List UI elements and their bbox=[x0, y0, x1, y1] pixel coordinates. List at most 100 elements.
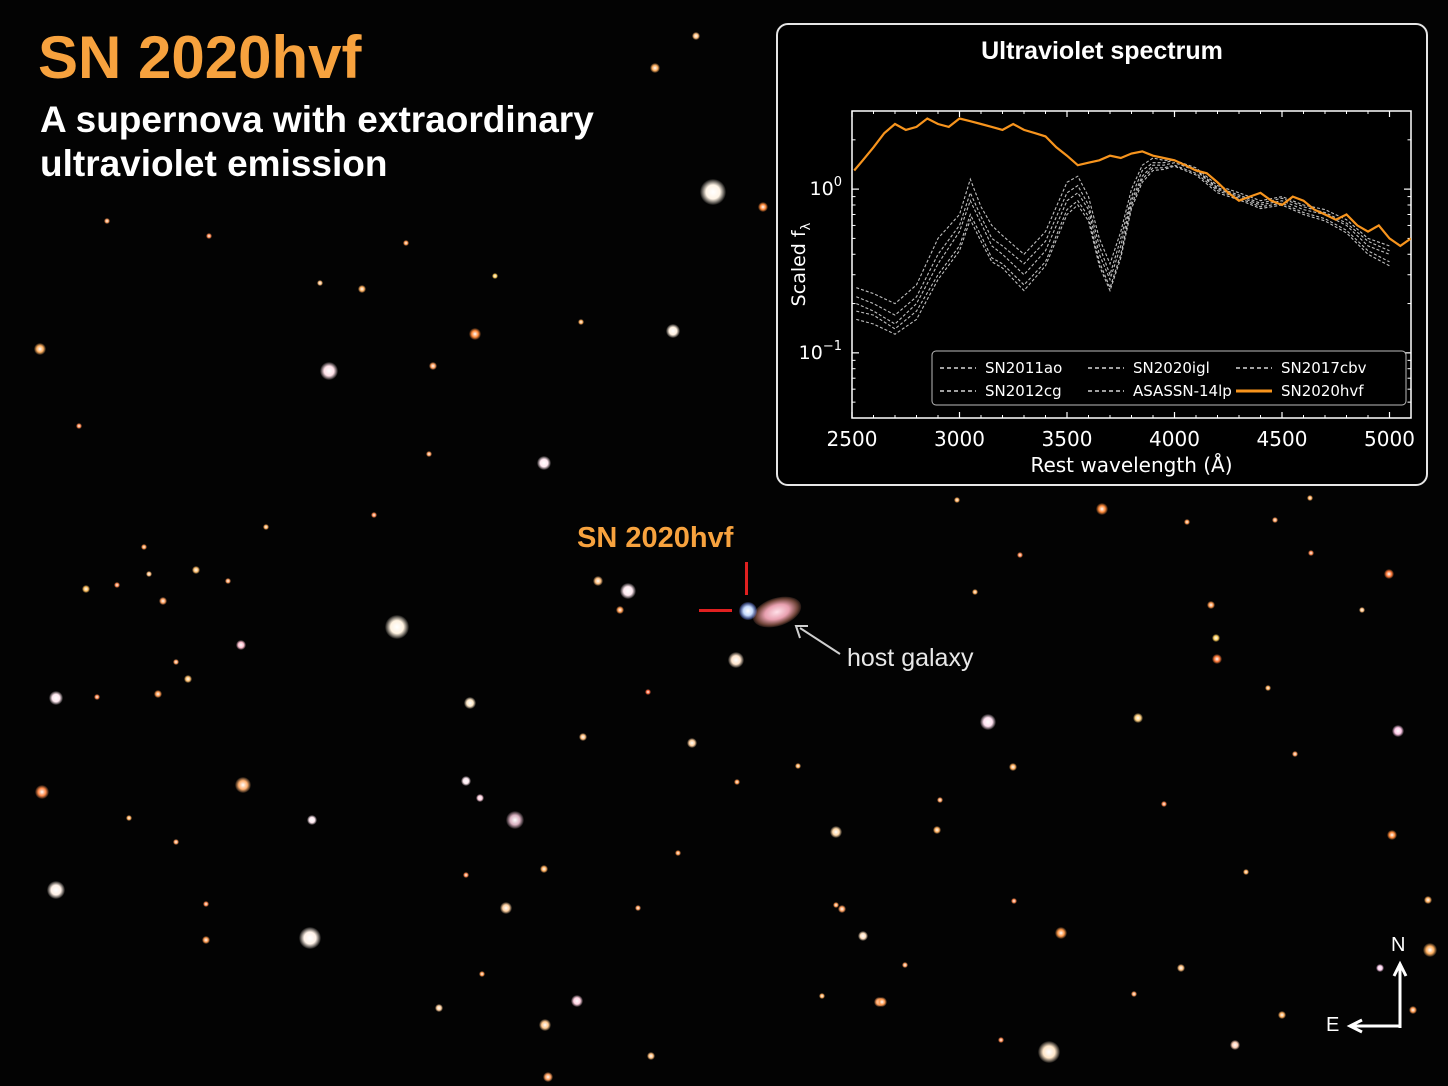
page-subtitle: A supernova with extraordinary ultraviol… bbox=[40, 99, 594, 184]
star bbox=[1265, 685, 1271, 691]
legend-box bbox=[931, 350, 1407, 406]
star bbox=[76, 423, 82, 429]
star bbox=[571, 995, 583, 1007]
star bbox=[579, 733, 587, 741]
star bbox=[539, 1019, 551, 1031]
star bbox=[141, 544, 147, 550]
star bbox=[236, 640, 246, 650]
supernova-marker-horizontal bbox=[699, 609, 732, 612]
x-axis-label: Rest wavelength (Å) bbox=[1030, 453, 1232, 477]
star bbox=[1308, 550, 1314, 556]
star bbox=[320, 362, 338, 380]
star bbox=[687, 738, 697, 748]
star bbox=[426, 451, 432, 457]
series-line-sn2017cbv bbox=[856, 165, 1390, 335]
star bbox=[972, 589, 978, 595]
legend-label: ASASSN-14lp bbox=[1133, 382, 1232, 400]
star bbox=[1392, 725, 1404, 737]
legend-label: SN2020hvf bbox=[1281, 382, 1364, 400]
star bbox=[206, 233, 212, 239]
legend-label: SN2011ao bbox=[985, 359, 1062, 377]
star bbox=[1184, 519, 1190, 525]
star bbox=[758, 202, 768, 212]
star bbox=[1423, 943, 1437, 957]
star bbox=[461, 776, 471, 786]
y-tick-label: 10−1 bbox=[799, 339, 842, 364]
star bbox=[34, 343, 46, 355]
star bbox=[1387, 830, 1397, 840]
star bbox=[666, 324, 680, 338]
x-tick-label: 3000 bbox=[934, 427, 985, 451]
star bbox=[1243, 869, 1249, 875]
star bbox=[1096, 503, 1108, 515]
star bbox=[1230, 1040, 1240, 1050]
star bbox=[692, 32, 700, 40]
star bbox=[492, 273, 498, 279]
star bbox=[1161, 801, 1167, 807]
star bbox=[1384, 569, 1394, 579]
star bbox=[902, 962, 908, 968]
star bbox=[998, 1037, 1004, 1043]
star bbox=[1017, 552, 1023, 558]
y-axis-label: Scaled fλ bbox=[788, 222, 814, 306]
star bbox=[173, 839, 179, 845]
star bbox=[1131, 991, 1137, 997]
star bbox=[464, 697, 476, 709]
star bbox=[830, 826, 842, 838]
series-line-sn2020igl bbox=[856, 159, 1390, 316]
spectrum-chart: 2500 3000 3500 4000 4500 5000 100 10−1 Rest wave… bbox=[788, 110, 1415, 477]
series-line-asassn-14lp bbox=[856, 164, 1390, 330]
star bbox=[734, 779, 740, 785]
star bbox=[263, 524, 269, 530]
legend-label: SN2017cbv bbox=[1281, 359, 1367, 377]
series-line-sn2012cg bbox=[856, 162, 1390, 325]
star bbox=[877, 997, 887, 1007]
star bbox=[1009, 763, 1017, 771]
star bbox=[675, 850, 681, 856]
star bbox=[299, 927, 321, 949]
star bbox=[537, 456, 551, 470]
star bbox=[620, 583, 636, 599]
star bbox=[500, 902, 512, 914]
supernova-label: SN 2020hvf bbox=[577, 522, 734, 554]
star bbox=[49, 691, 63, 705]
star bbox=[1278, 1011, 1286, 1019]
star bbox=[435, 1004, 443, 1012]
star bbox=[1272, 517, 1278, 523]
star bbox=[358, 285, 366, 293]
star bbox=[578, 319, 584, 325]
star bbox=[1038, 1041, 1060, 1063]
star bbox=[1133, 713, 1143, 723]
star bbox=[235, 777, 251, 793]
supernova-point bbox=[739, 602, 757, 620]
star bbox=[1011, 898, 1017, 904]
star bbox=[1376, 964, 1384, 972]
star bbox=[159, 597, 167, 605]
star bbox=[1212, 634, 1220, 642]
x-tick-label: 5000 bbox=[1364, 427, 1415, 451]
star bbox=[35, 785, 49, 799]
star bbox=[937, 797, 943, 803]
star bbox=[104, 218, 110, 224]
star bbox=[819, 993, 825, 999]
star bbox=[203, 901, 209, 907]
star bbox=[1292, 751, 1298, 757]
page-title: SN 2020hvf bbox=[38, 24, 362, 91]
compass-east-label: E bbox=[1326, 1014, 1340, 1036]
star bbox=[94, 694, 100, 700]
star bbox=[429, 362, 437, 370]
supernova-marker-vertical bbox=[745, 562, 748, 595]
star bbox=[371, 512, 377, 518]
series-line-sn2020hvf bbox=[853, 117, 1411, 248]
star bbox=[184, 675, 192, 683]
star bbox=[593, 576, 603, 586]
star bbox=[650, 63, 660, 73]
legend-label: SN2012cg bbox=[985, 382, 1062, 400]
star bbox=[506, 811, 524, 829]
x-tick-label: 3500 bbox=[1042, 427, 1093, 451]
star bbox=[647, 1052, 655, 1060]
star bbox=[307, 815, 317, 825]
star bbox=[154, 690, 162, 698]
star bbox=[403, 240, 409, 246]
